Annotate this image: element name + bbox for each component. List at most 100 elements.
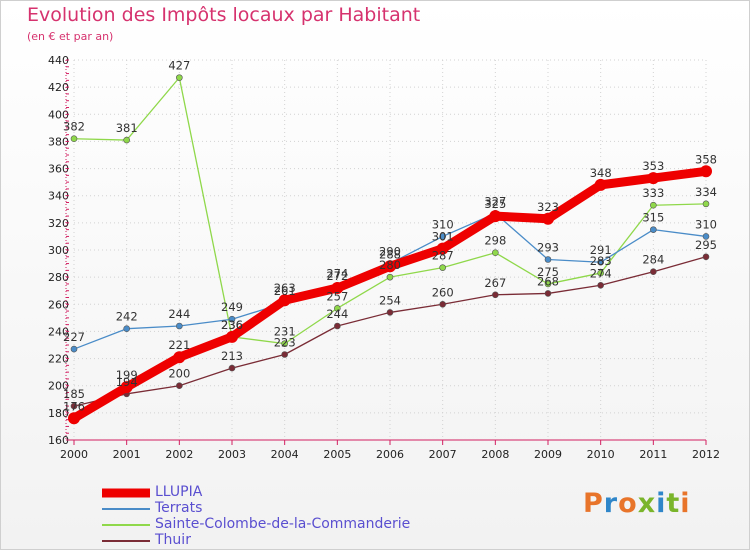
x-tick-label: 2012	[692, 448, 720, 461]
logo-letter: r	[603, 488, 619, 519]
data-labels: 176 199 221 236 263 272 288 301 325 323 348 353 358 2…	[63, 59, 717, 414]
data-point	[597, 258, 604, 266]
data-label: 227	[63, 330, 85, 344]
data-point	[650, 226, 657, 233]
data-label: 315	[642, 211, 664, 225]
legend-label: Thuir	[155, 532, 191, 548]
data-point	[281, 351, 288, 358]
chart-title: Evolution des Impôts locaux par Habitant	[27, 4, 421, 26]
data-label: 381	[116, 121, 138, 135]
legend-label: LLUPIA	[155, 484, 203, 500]
data-label: 254	[379, 293, 401, 307]
data-label: 301	[432, 230, 454, 244]
data-label: 293	[537, 241, 559, 255]
y-tick-label: 200	[48, 380, 69, 393]
x-tick-label: 2011	[639, 448, 667, 461]
data-point	[278, 294, 291, 307]
data-label: 257	[326, 289, 348, 303]
data-point	[492, 249, 499, 257]
x-tick-label: 2002	[165, 448, 193, 461]
x-tick-label: 2006	[376, 448, 404, 461]
x-tick-label: 2007	[429, 448, 457, 461]
x-tick-label: 2009	[534, 448, 562, 461]
data-label: 298	[484, 234, 506, 248]
data-label: 280	[379, 258, 401, 272]
data-point	[384, 260, 396, 273]
data-point	[702, 233, 710, 240]
data-point	[436, 242, 449, 255]
data-point	[439, 233, 446, 240]
data-point	[176, 382, 183, 390]
data-point	[544, 290, 552, 297]
data-label: 310	[432, 217, 454, 231]
data-point	[492, 291, 499, 299]
data-label: 242	[116, 310, 138, 324]
proxiti-logo: Proxiti	[583, 488, 691, 519]
data-point	[650, 268, 657, 276]
data-point	[597, 269, 604, 277]
y-tick-label: 180	[48, 407, 69, 420]
legend-label: Sainte-Colombe-de-la-Commanderie	[155, 516, 411, 532]
data-label: 244	[326, 307, 348, 321]
data-label: 194	[116, 375, 138, 389]
data-label: 244	[168, 307, 190, 321]
data-label: 200	[168, 367, 190, 381]
data-point	[120, 381, 133, 394]
data-label: 267	[484, 276, 506, 290]
data-label: 287	[432, 249, 454, 263]
data-label: 213	[221, 349, 243, 363]
logo-letter: i	[680, 488, 691, 519]
data-point	[334, 322, 341, 330]
y-tick-label: 360	[48, 163, 69, 176]
y-tick-label: 220	[48, 353, 69, 366]
data-point	[597, 281, 604, 289]
y-tick-label: 240	[48, 325, 69, 338]
data-label: 334	[695, 185, 717, 199]
data-label: 333	[642, 186, 664, 200]
data-label: 348	[590, 166, 612, 180]
data-label: 185	[63, 387, 85, 401]
data-point	[594, 178, 607, 191]
logo-letter: t	[666, 488, 681, 519]
data-label: 223	[274, 336, 296, 350]
data-point	[544, 280, 552, 288]
data-point	[173, 351, 186, 364]
axes: 160 180 200 220 240 260 280 300 320 340 360 380 400 4…	[48, 54, 720, 461]
data-label: 199	[116, 368, 138, 382]
data-label: 353	[642, 159, 664, 173]
data-point	[702, 200, 710, 208]
data-point	[647, 172, 660, 185]
data-label: 323	[537, 200, 559, 214]
data-point	[228, 364, 236, 372]
data-point	[650, 201, 657, 209]
chart-subtitle: (en € et par an)	[27, 30, 114, 43]
data-label: 263	[274, 281, 296, 295]
logo-letter: P	[583, 488, 604, 519]
data-label: 310	[695, 217, 717, 231]
y-tick-label: 320	[48, 217, 69, 230]
series-lines	[68, 74, 712, 425]
data-point	[123, 136, 130, 144]
data-label: 290	[379, 245, 401, 259]
data-label: 261	[274, 284, 296, 298]
y-tick-label: 380	[48, 135, 69, 148]
logo-letter: i	[656, 488, 667, 519]
x-tick-label: 2001	[113, 448, 141, 461]
data-point	[226, 330, 238, 343]
logo-letter: x	[637, 488, 657, 519]
data-point	[700, 165, 712, 178]
data-point	[176, 322, 183, 330]
y-tick-label: 440	[48, 54, 69, 67]
x-tick-label: 2005	[323, 448, 351, 461]
data-point	[334, 305, 341, 312]
logo-letter: o	[618, 488, 638, 519]
data-point	[489, 210, 502, 223]
data-point	[386, 309, 394, 316]
data-label: 236	[221, 318, 243, 332]
data-point	[281, 340, 288, 347]
y-tick-label: 300	[48, 244, 69, 257]
data-label: 358	[695, 152, 717, 166]
data-label: 325	[484, 197, 506, 211]
data-label: 295	[695, 238, 717, 252]
